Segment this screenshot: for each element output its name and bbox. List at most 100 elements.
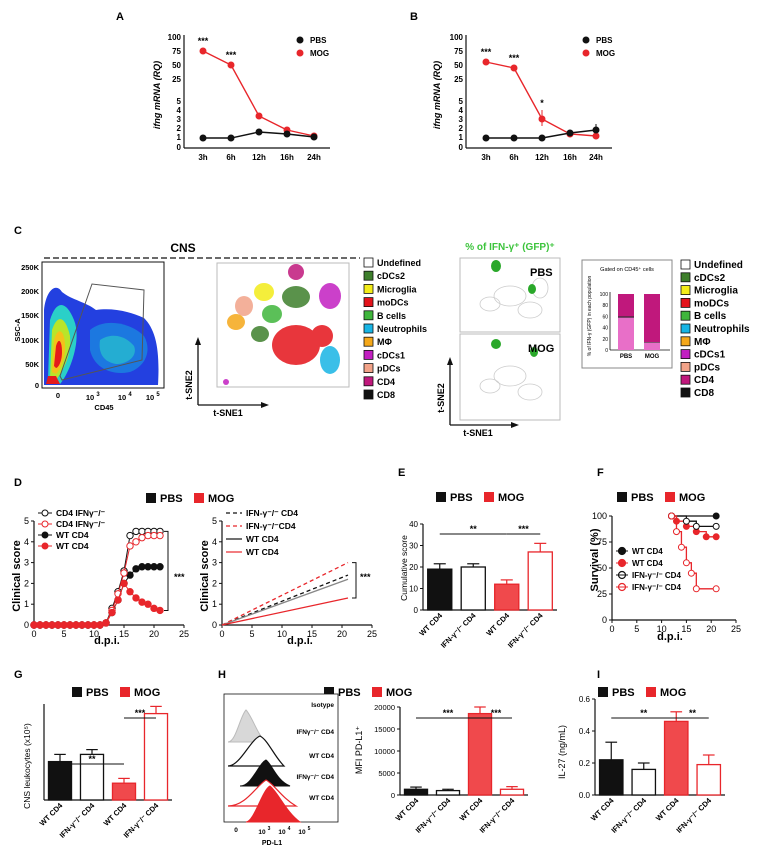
c-gfp-pbs-label: PBS (530, 267, 553, 279)
b-xtick: 3h (481, 153, 490, 162)
c-bar-ytick: 100 (600, 292, 609, 298)
f-survival-point (692, 522, 700, 530)
panel-b-ifng-timecourse: ifng mRNA (RQ) 100 75 50 25 5 4 3 2 1 0 … (432, 33, 615, 162)
d-left-xtick: 5 (61, 629, 66, 639)
a-ytick: 0 (177, 143, 182, 152)
c-legend-label: moDCs (377, 298, 409, 308)
b-legend-pbs: PBS (596, 36, 613, 45)
c-legend-swatch (680, 285, 691, 296)
e-legend-pbs-swatch (436, 492, 446, 502)
d-left-point (132, 594, 140, 602)
f-ytick: 75 (597, 537, 607, 547)
d-left-xtick: 10 (89, 629, 99, 639)
e-ylabel: Cumulative score (399, 535, 409, 601)
d-left-point (72, 621, 80, 629)
e-xlabel: WT CD4 (484, 610, 511, 637)
c-bar-ytick: 40 (602, 326, 608, 332)
c-gfp-mog-label: MOG (528, 343, 554, 355)
f-survival-point (687, 569, 695, 577)
d-legend-mog-swatch (194, 493, 204, 503)
c-bar-ytick: 80 (602, 303, 608, 309)
f-survival-point (712, 585, 720, 593)
c-legend-label: moDCs (694, 298, 729, 309)
a-xtick: 16h (280, 153, 294, 162)
d-left-legend-marker (41, 520, 49, 528)
b-mog-point (482, 58, 490, 66)
panel-a-ifng-timecourse: ifng mRNA (RQ) 100 75 50 25 5 4 3 2 1 0 … (152, 33, 330, 162)
panel-i-il27: PBS MOG IL-27 (ng/mL) 0.0 0.2 0.4 0.6 WT CD4… (557, 687, 725, 835)
d-left-point (96, 621, 104, 629)
d-xlabel-left: d.p.i. (94, 635, 120, 647)
d-right-line (221, 578, 349, 626)
d-right-ytick: 1 (212, 599, 217, 609)
f-legend-label: IFN-γ⁻/⁻ CD4 (632, 583, 681, 592)
b-pbs-point (538, 134, 546, 142)
d-right-legend: IFN-γ⁻/⁻ CD4 IFN-γ⁻/⁻CD4 WT CD4 WT CD4 (226, 508, 298, 557)
a-legend-mog: MOG (310, 49, 329, 58)
c-bar-ylabel: % of IFN-γ (GFP) in each population (587, 275, 593, 356)
f-xtick: 0 (609, 624, 614, 634)
h-sig: *** (491, 708, 502, 718)
d-left-point (48, 621, 56, 629)
panel-b-ylabel: ifng mRNA (RQ) (432, 61, 442, 129)
a-legend-mog-swatch (296, 49, 304, 57)
panel-letter-d: D (14, 477, 22, 489)
c-legend-label: CD4 (694, 375, 714, 386)
b-sig: * (540, 98, 544, 108)
d-left-legend-label: CD4 IFNγ⁻/⁻ (56, 508, 106, 518)
panel-letter-e: E (398, 467, 405, 479)
h-hist-xtick-exp: 3 (268, 826, 271, 832)
f-survival-point (712, 522, 720, 530)
i-ytick: 0.6 (579, 695, 591, 704)
a-legend-pbs-swatch (296, 36, 304, 44)
c-bar-segment (618, 294, 634, 317)
d-left-point (150, 604, 158, 613)
c-legend-swatch (363, 376, 374, 387)
c-legend-swatch (363, 297, 374, 308)
a-ytick: 100 (168, 33, 182, 42)
d-right-line (221, 597, 349, 626)
a-ytick: 25 (172, 75, 181, 84)
panel-letter-g: G (14, 669, 23, 681)
e-bar (460, 566, 486, 611)
b-mog-point (592, 132, 600, 140)
d-left-xtick: 20 (149, 629, 159, 639)
c-legend-swatch (680, 361, 691, 372)
i-legend-mog: MOG (660, 687, 686, 699)
panel-c-flow-tsne: CNS 250K 200K 150K 100K 50K 0 SSC-A 0 10… (13, 241, 750, 438)
h-hist-label: WT CD4 (309, 753, 334, 760)
f-legend-pbs-swatch (617, 492, 627, 502)
f-survival-point (712, 512, 720, 520)
d-right-ytick: 2 (212, 578, 217, 588)
d-left-bracket (164, 530, 169, 611)
d-right-ytick: 0 (212, 620, 217, 630)
c-tsne1-label: t-SNE1 (213, 408, 243, 418)
e-ytick: 40 (409, 520, 418, 529)
f-survival-chart: 0 5 10 15 20 25 0 25 50 75 100 WT CD4 WT CD4 IFN-γ⁻/⁻… (592, 511, 741, 634)
d-right-ytick: 3 (212, 558, 217, 568)
h-hist-xtick: 10 (278, 829, 286, 836)
a-pbs-point (199, 134, 207, 142)
e-ytick: 30 (409, 542, 418, 551)
d-left-point (144, 563, 152, 571)
g-bar (47, 760, 73, 801)
d-left-point (114, 596, 122, 604)
d-left-point (66, 621, 74, 629)
a-xtick: 12h (252, 153, 266, 162)
f-ytick: 25 (597, 589, 607, 599)
d-left-point (108, 608, 116, 617)
b-sig: *** (481, 47, 492, 57)
d-left-ytick: 3 (24, 558, 29, 568)
c-bar-ytick: 20 (602, 337, 608, 343)
h-hist-ifng-pbs (227, 735, 286, 767)
d-left-legend-label: WT CD4 (56, 530, 89, 540)
c-legend-swatch (363, 349, 374, 360)
a-ytick: 3 (177, 115, 182, 124)
panel-f-survival: PBS MOG Survival (%) d.p.i. 0 5 10 15 20 25 0 2… (589, 492, 741, 643)
g-legend-mog: MOG (134, 687, 160, 699)
i-xlabel: IFN-γ⁻/⁻ CD4 (609, 795, 648, 834)
